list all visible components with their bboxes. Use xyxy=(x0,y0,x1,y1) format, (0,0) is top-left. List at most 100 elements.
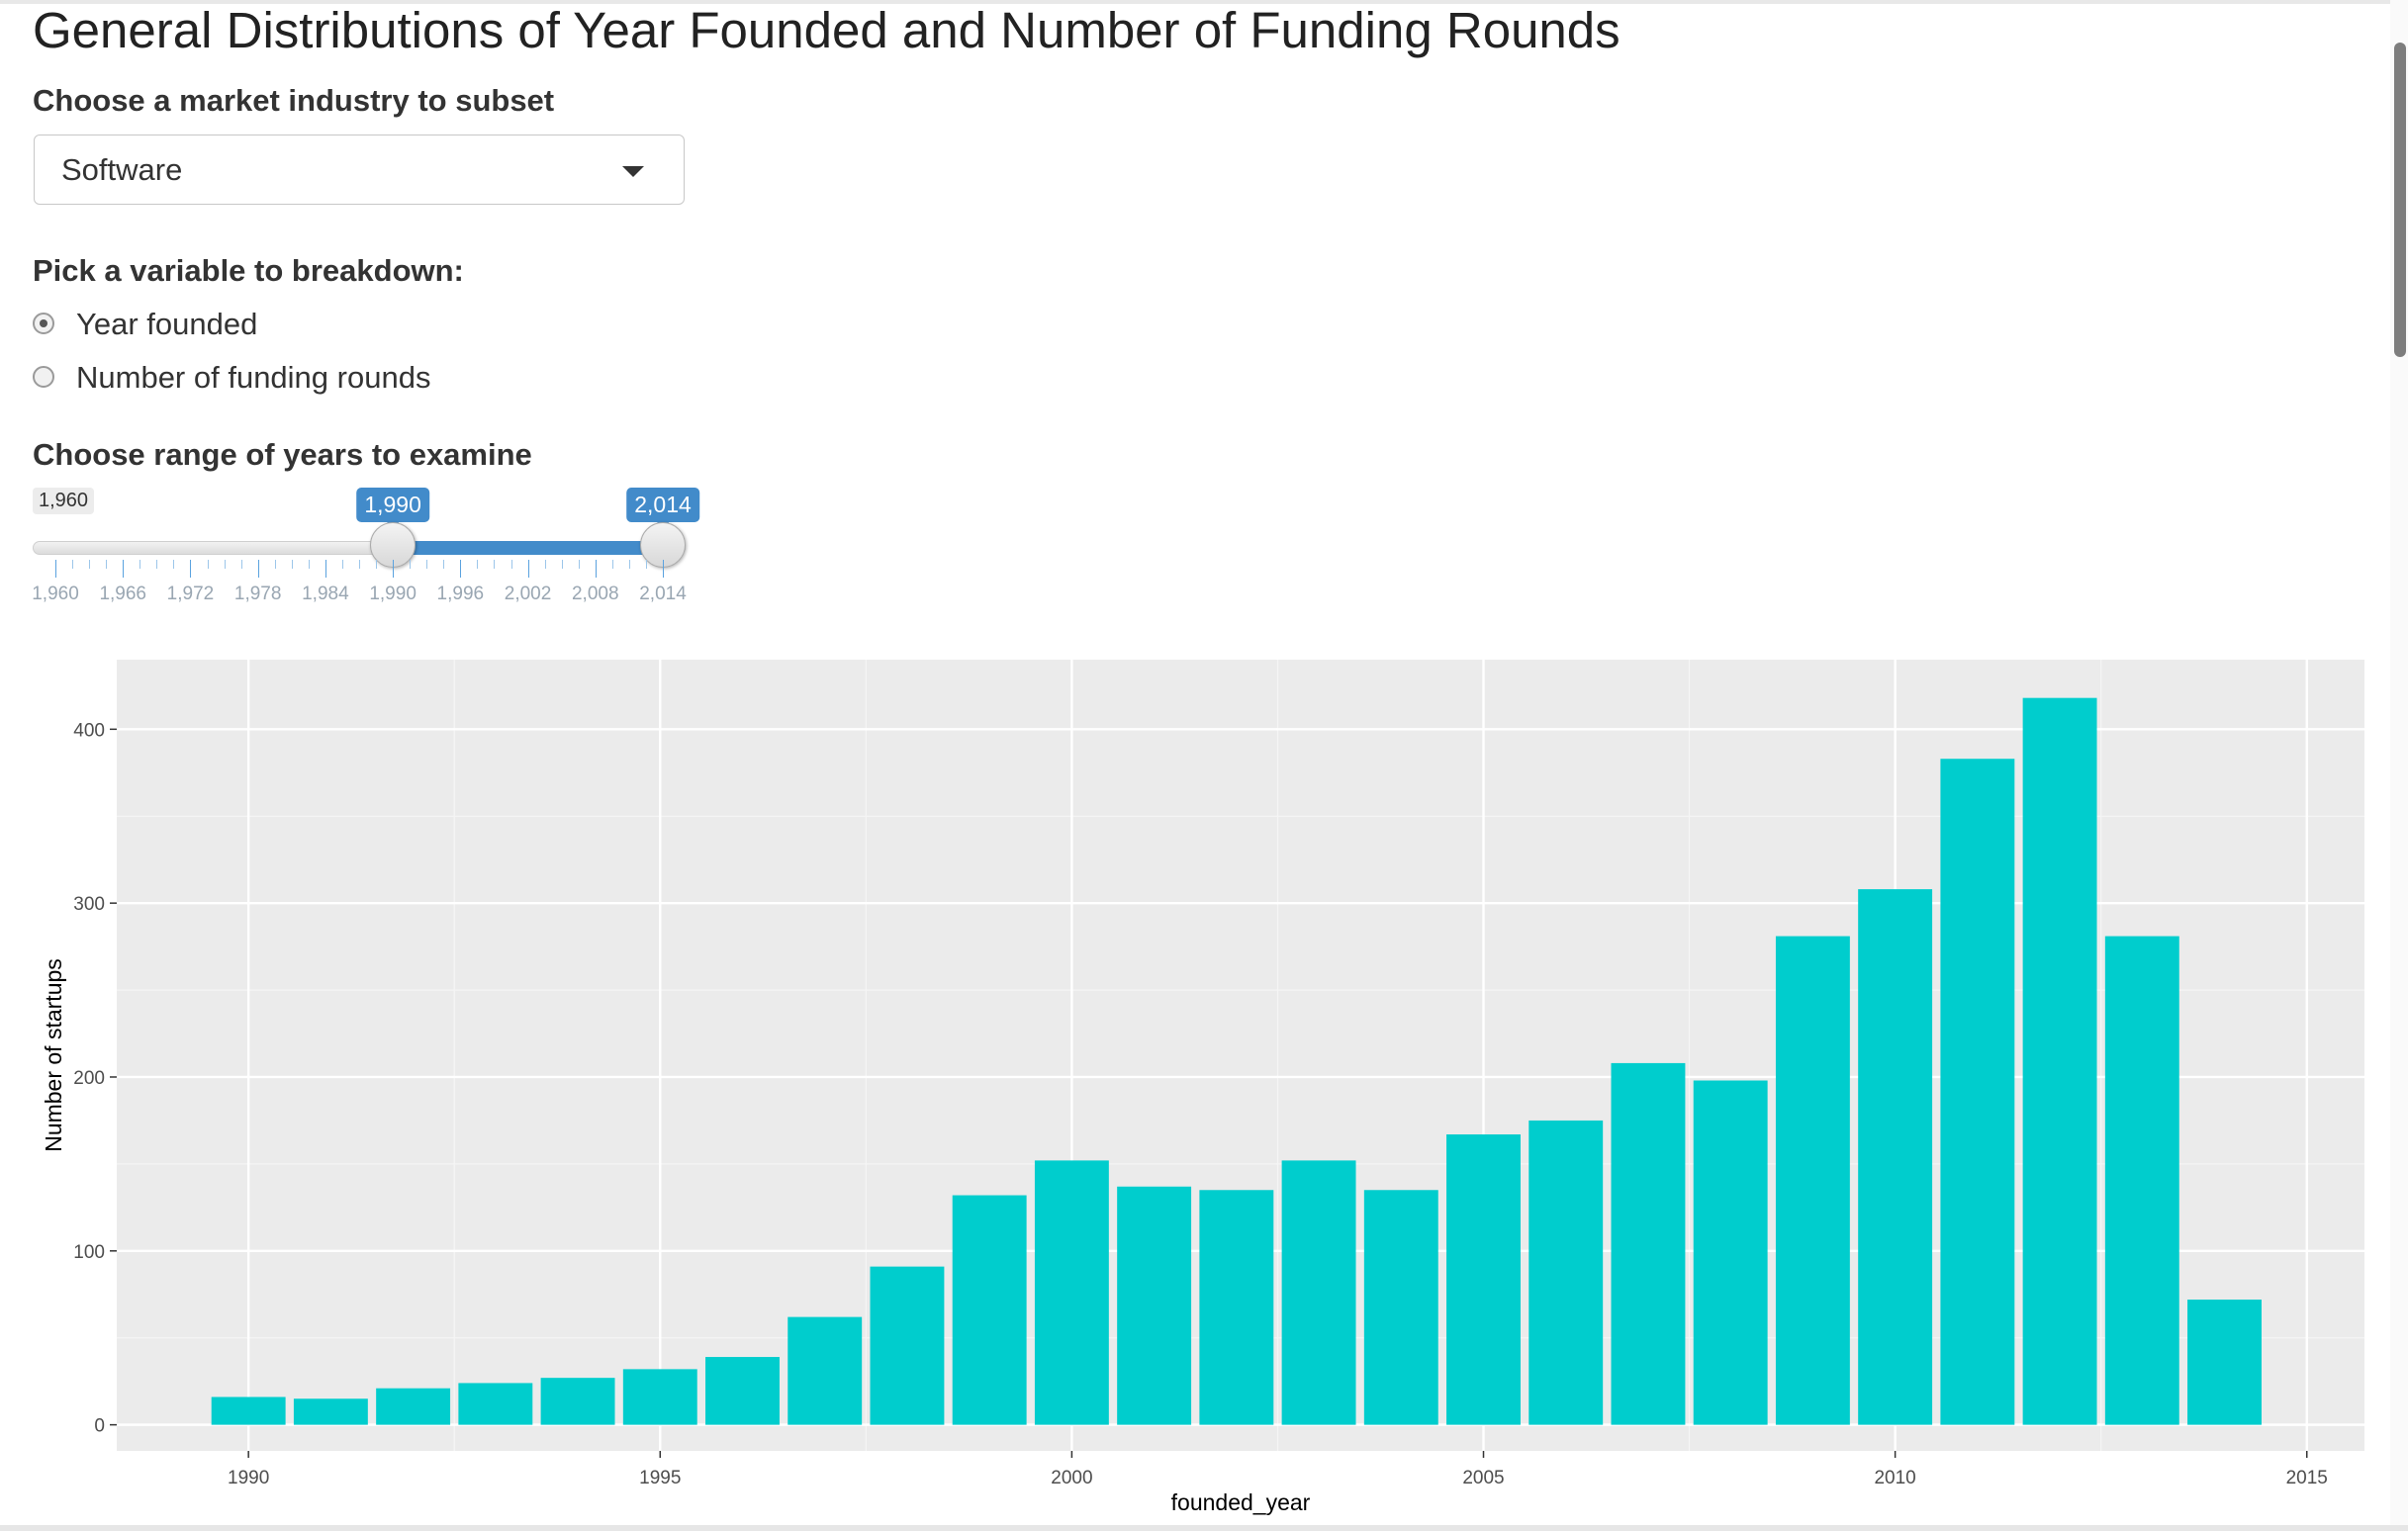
slider-minor-tick xyxy=(207,560,209,569)
bar-2006 xyxy=(1528,1120,1604,1425)
slider-tick-label: 1,972 xyxy=(166,584,215,604)
slider-minor-tick xyxy=(156,560,158,569)
slider-tick-label: 2,008 xyxy=(571,584,619,604)
slider-minor-tick xyxy=(561,560,563,569)
bar-1991 xyxy=(293,1398,368,1425)
radio-button-checked[interactable] xyxy=(33,313,54,334)
slider-minor-tick xyxy=(240,560,242,569)
slider-minor-tick xyxy=(443,560,445,569)
bar-2010 xyxy=(1858,889,1933,1425)
y-tick-label: 300 xyxy=(73,894,105,915)
y-tick-label: 0 xyxy=(94,1416,105,1437)
bar-1995 xyxy=(622,1369,697,1425)
slider-minor-tick xyxy=(173,560,175,569)
top-border xyxy=(0,0,2408,4)
slider-tick-label: 1,990 xyxy=(369,584,417,604)
bar-1994 xyxy=(540,1378,615,1425)
y-axis-title: Number of startups xyxy=(41,958,66,1152)
slider-tick-label: 1,960 xyxy=(32,584,79,604)
bar-1998 xyxy=(870,1266,945,1425)
industry-label: Choose a market industry to subset xyxy=(33,83,555,118)
bar-2012 xyxy=(2022,697,2097,1425)
bar-1999 xyxy=(952,1195,1027,1425)
x-tick-label: 2000 xyxy=(1051,1468,1092,1488)
slider-tick xyxy=(55,560,56,578)
x-axis-title: founded_year xyxy=(1171,1489,1311,1515)
bar-1993 xyxy=(458,1383,533,1425)
slider-minor-tick xyxy=(544,560,546,569)
slider-minor-tick xyxy=(106,560,108,569)
slider-minor-tick xyxy=(291,560,293,569)
slider-minor-tick xyxy=(72,560,74,569)
slider-minor-tick xyxy=(359,560,360,569)
industry-select-value: Software xyxy=(61,152,183,187)
slider-minor-tick xyxy=(376,560,378,569)
y-tick-label: 100 xyxy=(73,1242,105,1263)
slider-minor-tick xyxy=(410,560,412,569)
slider-minor-tick xyxy=(139,560,141,569)
slider-selected-range[interactable] xyxy=(393,541,663,555)
radio-label-funding-rounds[interactable]: Number of funding rounds xyxy=(76,360,431,395)
slider-minor-tick xyxy=(477,560,479,569)
bar-2004 xyxy=(1363,1190,1438,1425)
bar-2003 xyxy=(1281,1160,1356,1425)
page-title: General Distributions of Year Founded an… xyxy=(33,2,1621,58)
industry-select[interactable]: Software xyxy=(34,135,685,205)
slider-tick xyxy=(393,560,395,578)
years-label: Choose range of years to examine xyxy=(33,437,532,472)
chevron-down-icon[interactable] xyxy=(622,166,644,177)
bar-1996 xyxy=(705,1357,780,1425)
bar-1997 xyxy=(787,1316,863,1425)
scrollbar-thumb[interactable] xyxy=(2394,43,2406,357)
slider-tick-label: 2,014 xyxy=(639,584,687,604)
slider-tick xyxy=(663,560,664,578)
bar-2002 xyxy=(1199,1190,1274,1425)
slider-tick xyxy=(123,560,125,578)
bar-2000 xyxy=(1034,1160,1109,1425)
year-range-slider[interactable]: 1,960 1,990 2,014 1,960 1,966 1,972 1,978 1,… xyxy=(32,480,699,608)
radio-label-year-founded[interactable]: Year founded xyxy=(76,307,258,341)
founded-year-histogram: 1990 1995 2000 2005 2010 2015 0 100 200 300 400 fou… xyxy=(41,660,2364,1515)
slider-tick-label: 1,978 xyxy=(233,584,282,604)
y-tick-label: 200 xyxy=(73,1068,105,1089)
slider-tick-label: 2,002 xyxy=(504,584,552,604)
slider-minor-tick xyxy=(89,560,91,569)
x-tick-label: 2015 xyxy=(2286,1468,2328,1488)
x-tick-label: 2005 xyxy=(1462,1468,1504,1488)
bar-2008 xyxy=(1693,1080,1768,1425)
slider-to-label: 2,014 xyxy=(626,488,699,528)
slider-tick-label: 1,984 xyxy=(302,584,349,604)
slider-tick xyxy=(324,560,326,578)
x-tick-label: 1995 xyxy=(639,1468,681,1488)
slider-tick xyxy=(460,560,462,578)
bottom-border xyxy=(0,1525,2408,1531)
slider-minor-tick xyxy=(628,560,630,569)
slider-minor-tick xyxy=(578,560,580,569)
slider-minor-tick xyxy=(611,560,613,569)
slider-minor-tick xyxy=(645,560,647,569)
x-tick-label: 2010 xyxy=(1874,1468,1915,1488)
slider-tick xyxy=(595,560,597,578)
bar-2013 xyxy=(2104,936,2179,1425)
vertical-scrollbar[interactable] xyxy=(2390,0,2408,1531)
slider-from-label: 1,990 xyxy=(356,488,429,528)
slider-minor-tick xyxy=(224,560,226,569)
slider-minor-tick xyxy=(426,560,428,569)
slider-minor-tick xyxy=(308,560,310,569)
y-tick-label: 400 xyxy=(73,720,105,741)
bar-2007 xyxy=(1611,1062,1686,1425)
slider-minor-tick xyxy=(494,560,496,569)
bar-2011 xyxy=(1940,759,2015,1425)
bar-2014 xyxy=(2187,1300,2262,1425)
bar-1992 xyxy=(376,1388,451,1425)
slider-tick xyxy=(257,560,259,578)
slider-tick-label: 1,966 xyxy=(99,584,146,604)
slider-minor-tick xyxy=(510,560,512,569)
slider-minor-tick xyxy=(274,560,276,569)
slider-min-label: 1,960 xyxy=(33,488,95,514)
bar-2009 xyxy=(1775,936,1850,1425)
bar-2001 xyxy=(1117,1186,1192,1425)
radio-button[interactable] xyxy=(33,366,54,388)
bar-1990 xyxy=(211,1396,286,1425)
x-tick-label: 1990 xyxy=(228,1468,269,1488)
